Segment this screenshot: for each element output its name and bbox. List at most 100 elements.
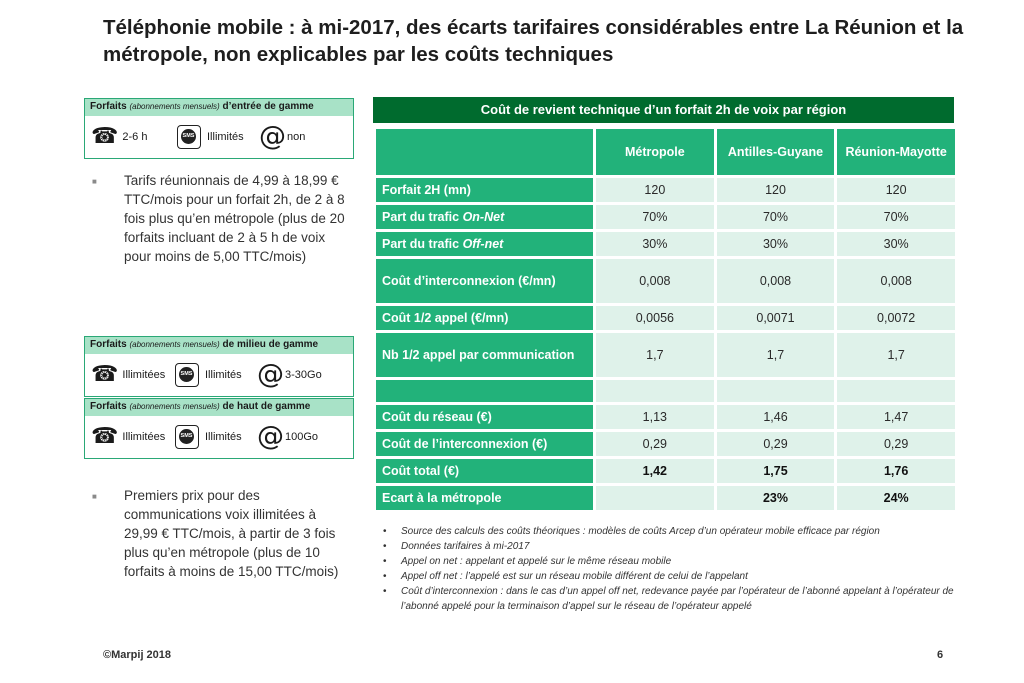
plan-body: ☎ 2-6 h SMS Illimités @ non xyxy=(85,116,353,158)
table-cell xyxy=(596,486,714,510)
table-row: Coût de l’interconnexion (€) 0,29 0,29 0… xyxy=(376,432,955,456)
table-cell: 1,13 xyxy=(596,405,714,429)
table-cell: 23% xyxy=(716,486,835,510)
bullet-text: Premiers prix pour des communications vo… xyxy=(124,488,339,579)
table-cell xyxy=(837,380,955,402)
table-cell: 120 xyxy=(837,178,955,202)
cost-table-title: Coût de revient technique d’un forfait 2… xyxy=(373,97,954,123)
data-item: @3-30Go xyxy=(257,354,322,396)
plan-header-note: (abonnements mensuels) xyxy=(129,340,220,349)
plan-header-suffix: d’entrée de gamme xyxy=(222,101,314,112)
table-cell: 70% xyxy=(837,205,955,229)
sms-allowance: Illimités xyxy=(205,431,242,443)
table-cell: 24% xyxy=(837,486,955,510)
note-item: Source des calculs des coûts théoriques … xyxy=(383,524,963,539)
table-cell: 0,008 xyxy=(716,259,835,303)
table-cell: 30% xyxy=(596,232,714,256)
plan-header: Forfaits (abonnements mensuels) de milie… xyxy=(85,337,353,354)
table-cell: 1,76 xyxy=(837,459,955,483)
phone-icon: ☎ xyxy=(91,362,119,387)
table-cell: 0,0056 xyxy=(596,306,714,330)
plan-body: ☎ Illimitées SMS Illimités @3-30Go xyxy=(85,354,353,396)
table-cell xyxy=(716,380,835,402)
table-row: Coût du réseau (€) 1,13 1,46 1,47 xyxy=(376,405,955,429)
plan-header: Forfaits (abonnements mensuels) d’entrée… xyxy=(85,99,353,116)
sms-item: SMS Illimités xyxy=(175,416,242,458)
plan-body: ☎ Illimitées SMS Illimités @100Go xyxy=(85,416,353,458)
table-cell: 1,47 xyxy=(837,405,955,429)
row-label-italic: Off-net xyxy=(462,236,504,251)
data-item: @ non xyxy=(259,116,305,158)
row-label: Coût d’interconnexion (€/mn) xyxy=(376,259,594,303)
table-cell: 0,008 xyxy=(596,259,714,303)
bullet-square-icon: ■ xyxy=(92,492,97,501)
sms-icon-text: SMS xyxy=(180,371,193,377)
sms-icon-text: SMS xyxy=(182,133,195,139)
note-item: Coût d’interconnexion : dans le cas d’un… xyxy=(383,584,963,614)
row-label-text: Part du trafic xyxy=(382,236,463,251)
table-row: Coût 1/2 appel (€/mn) 0,0056 0,0071 0,00… xyxy=(376,306,955,330)
voice-item: ☎ 2-6 h xyxy=(91,116,147,158)
column-header: Antilles-Guyane xyxy=(716,129,835,175)
copyright: ©Marpij 2018 xyxy=(103,649,172,661)
table-row: Coût d’interconnexion (€/mn) 0,008 0,008… xyxy=(376,259,955,303)
row-label: Nb 1/2 appel par communication xyxy=(376,333,594,377)
note-item: Données tarifaires à mi-2017 xyxy=(383,539,963,554)
table-spacer-row xyxy=(376,380,955,402)
table-cell: 0,29 xyxy=(716,432,835,456)
sms-allowance: Illimités xyxy=(205,369,242,381)
plan-header: Forfaits (abonnements mensuels) de haut … xyxy=(85,399,353,416)
table-row: Part du trafic Off-net 30% 30% 30% xyxy=(376,232,955,256)
plan-header-suffix: de haut de gamme xyxy=(222,401,311,412)
table-cell: 70% xyxy=(716,205,835,229)
table-cell: 30% xyxy=(837,232,955,256)
table-cell xyxy=(596,380,714,402)
plan-mid-range: Forfaits (abonnements mensuels) de milie… xyxy=(84,336,354,397)
table-cell: 30% xyxy=(716,232,835,256)
plan-header-prefix: Forfaits xyxy=(90,401,127,412)
plan-header-note: (abonnements mensuels) xyxy=(129,102,220,111)
bullet-square-icon: ■ xyxy=(92,177,97,186)
at-icon: @ xyxy=(257,420,284,452)
data-item: @100Go xyxy=(257,416,318,458)
table-cell: 1,7 xyxy=(716,333,835,377)
sms-icon: SMS xyxy=(175,363,199,387)
table-cell: 0,29 xyxy=(837,432,955,456)
sms-item: SMS Illimités xyxy=(175,354,242,396)
at-icon: @ xyxy=(259,120,286,152)
plan-header-prefix: Forfaits xyxy=(90,101,127,112)
row-label: Part du trafic On-Net xyxy=(376,205,594,229)
table-corner-cell xyxy=(376,129,594,175)
plan-header-suffix: de milieu de gamme xyxy=(222,339,319,350)
row-label: Coût total (€) xyxy=(376,459,594,483)
sms-allowance: Illimités xyxy=(207,131,244,143)
plan-high-end: Forfaits (abonnements mensuels) de haut … xyxy=(84,398,354,459)
row-label: Coût 1/2 appel (€/mn) xyxy=(376,306,594,330)
table-row-gap: Ecart à la métropole 23% 24% xyxy=(376,486,955,510)
data-allowance: 100Go xyxy=(285,431,319,443)
voice-allowance: Illimitées xyxy=(122,431,166,443)
table-row-total: Coût total (€) 1,42 1,75 1,76 xyxy=(376,459,955,483)
column-header: Métropole xyxy=(596,129,714,175)
voice-item: ☎ Illimitées xyxy=(91,416,165,458)
table-row: Part du trafic On-Net 70% 70% 70% xyxy=(376,205,955,229)
row-label: Forfait 2H (mn) xyxy=(376,178,594,202)
column-header: Réunion-Mayotte xyxy=(837,129,955,175)
plan-header-note: (abonnements mensuels) xyxy=(129,402,220,411)
table-cell: 1,42 xyxy=(596,459,714,483)
table-cell: 1,46 xyxy=(716,405,835,429)
table-cell: 0,29 xyxy=(596,432,714,456)
sms-icon: SMS xyxy=(177,125,201,149)
table-cell: 120 xyxy=(596,178,714,202)
bullet-text: Tarifs réunionnais de 4,99 à 18,99 € TTC… xyxy=(124,173,345,264)
table-cell: 1,7 xyxy=(837,333,955,377)
table-cell: 0,0071 xyxy=(716,306,835,330)
table-cell: 1,7 xyxy=(596,333,714,377)
page-number: 6 xyxy=(937,649,944,661)
row-label-italic: On-Net xyxy=(462,209,505,224)
row-label: Coût de l’interconnexion (€) xyxy=(376,432,594,456)
row-label: Part du trafic Off-net xyxy=(376,232,594,256)
page-title: Téléphonie mobile : à mi-2017, des écart… xyxy=(103,16,964,66)
table-cell: 0,0072 xyxy=(837,306,955,330)
cost-table: Métropole Antilles-Guyane Réunion-Mayott… xyxy=(373,126,958,513)
